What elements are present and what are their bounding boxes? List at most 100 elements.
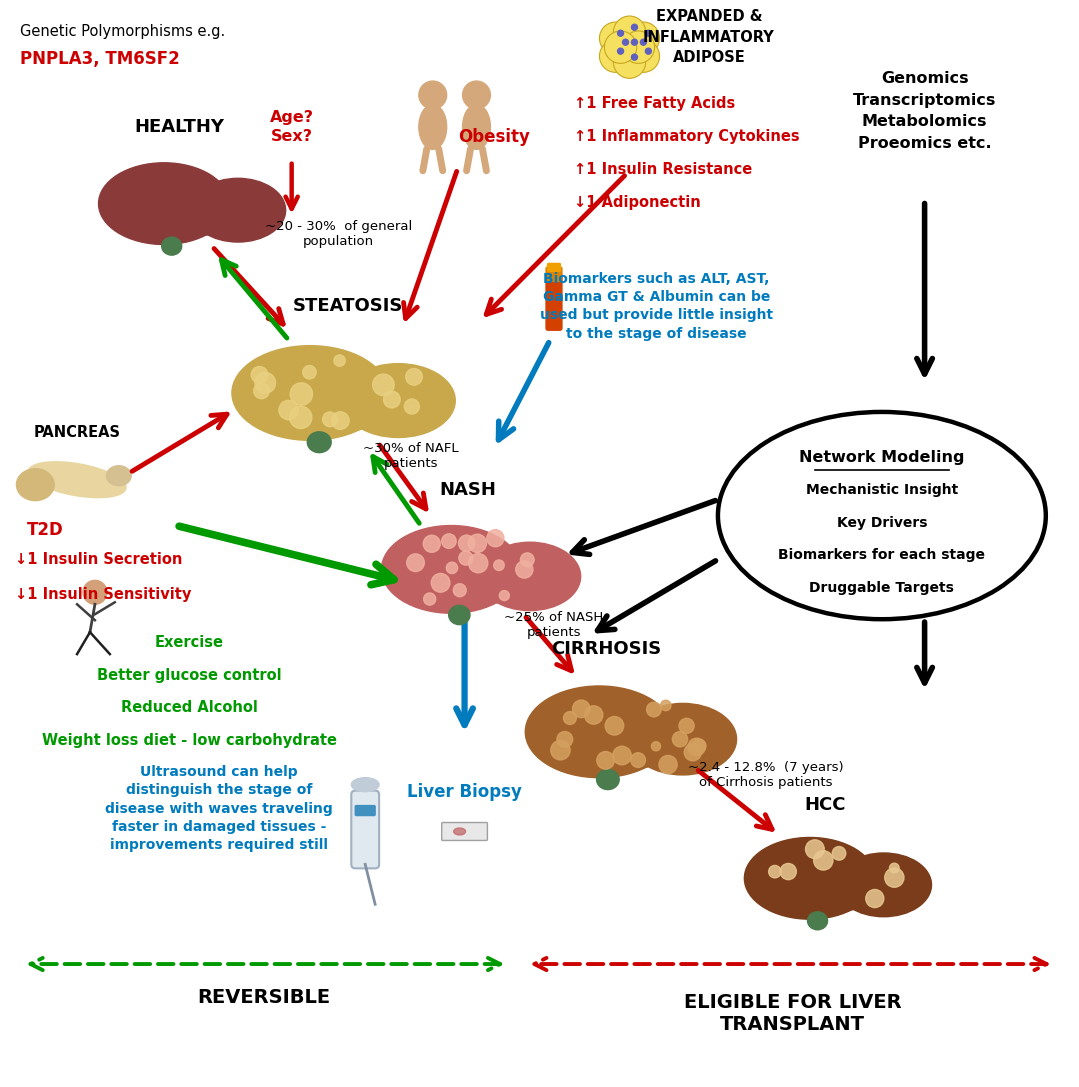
Ellipse shape bbox=[16, 468, 54, 501]
Text: Druggable Targets: Druggable Targets bbox=[809, 582, 954, 596]
Ellipse shape bbox=[232, 346, 388, 440]
Text: Ultrasound can help
distinguish the stage of
disease with waves traveling
faster: Ultrasound can help distinguish the stag… bbox=[106, 765, 333, 852]
Circle shape bbox=[597, 751, 614, 770]
Circle shape bbox=[684, 744, 701, 761]
Ellipse shape bbox=[802, 853, 879, 911]
Text: CIRRHOSIS: CIRRHOSIS bbox=[551, 640, 661, 658]
Circle shape bbox=[600, 40, 631, 73]
Circle shape bbox=[405, 399, 420, 414]
Circle shape bbox=[331, 412, 350, 429]
Ellipse shape bbox=[453, 828, 465, 835]
Circle shape bbox=[251, 366, 268, 383]
Circle shape bbox=[372, 374, 394, 396]
Ellipse shape bbox=[107, 465, 132, 486]
Circle shape bbox=[679, 719, 694, 734]
Circle shape bbox=[563, 712, 576, 724]
Circle shape bbox=[441, 534, 456, 548]
Ellipse shape bbox=[190, 178, 286, 242]
Ellipse shape bbox=[479, 542, 581, 611]
Circle shape bbox=[494, 560, 504, 571]
Text: ↑1 Free Fatty Acids: ↑1 Free Fatty Acids bbox=[574, 97, 735, 112]
FancyBboxPatch shape bbox=[547, 263, 560, 272]
Circle shape bbox=[613, 747, 631, 765]
Ellipse shape bbox=[308, 432, 331, 452]
Ellipse shape bbox=[449, 605, 470, 625]
Circle shape bbox=[419, 82, 447, 109]
Text: T2D: T2D bbox=[27, 521, 64, 538]
Text: HCC: HCC bbox=[805, 796, 846, 813]
Circle shape bbox=[631, 39, 638, 46]
Text: ~2.4 - 12.8%  (7 years)
of Cirrhosis patients: ~2.4 - 12.8% (7 years) of Cirrhosis pati… bbox=[687, 761, 844, 789]
Circle shape bbox=[889, 863, 899, 873]
Ellipse shape bbox=[745, 837, 875, 920]
Circle shape bbox=[659, 755, 678, 774]
Circle shape bbox=[423, 535, 440, 552]
FancyBboxPatch shape bbox=[355, 805, 375, 815]
Circle shape bbox=[323, 412, 338, 427]
Text: ELIGIBLE FOR LIVER
TRANSPLANT: ELIGIBLE FOR LIVER TRANSPLANT bbox=[684, 994, 901, 1035]
Circle shape bbox=[604, 32, 637, 63]
Circle shape bbox=[487, 529, 504, 547]
Circle shape bbox=[406, 368, 422, 385]
Circle shape bbox=[627, 22, 659, 54]
Circle shape bbox=[290, 383, 313, 405]
Text: PANCREAS: PANCREAS bbox=[33, 425, 121, 440]
Circle shape bbox=[500, 590, 509, 601]
Circle shape bbox=[613, 32, 645, 63]
Text: Obesity: Obesity bbox=[459, 128, 530, 146]
FancyBboxPatch shape bbox=[441, 823, 488, 840]
Ellipse shape bbox=[419, 104, 447, 149]
Text: Biomarkers for each stage: Biomarkers for each stage bbox=[778, 549, 985, 562]
Ellipse shape bbox=[156, 179, 233, 236]
Circle shape bbox=[463, 82, 490, 109]
Ellipse shape bbox=[525, 686, 673, 777]
Ellipse shape bbox=[352, 777, 379, 791]
Circle shape bbox=[780, 863, 796, 879]
Text: Biomarkers such as ALT, AST,
Gamma GT & Albumin can be
used but provide little i: Biomarkers such as ALT, AST, Gamma GT & … bbox=[540, 272, 773, 341]
Text: ↓1 Adiponectin: ↓1 Adiponectin bbox=[574, 196, 700, 210]
Circle shape bbox=[468, 553, 488, 573]
Text: ~30% of NAFL
patients: ~30% of NAFL patients bbox=[364, 441, 459, 470]
Circle shape bbox=[447, 562, 457, 574]
Circle shape bbox=[645, 48, 652, 54]
Circle shape bbox=[255, 373, 275, 393]
Text: ↑1 Inflammatory Cytokines: ↑1 Inflammatory Cytokines bbox=[574, 129, 800, 145]
Text: ~25% of NASH
patients: ~25% of NASH patients bbox=[504, 611, 603, 639]
Circle shape bbox=[303, 365, 316, 379]
Text: Genetic Polymorphisms e.g.: Genetic Polymorphisms e.g. bbox=[21, 24, 226, 39]
FancyBboxPatch shape bbox=[546, 274, 562, 330]
Text: PNPLA3, TM6SF2: PNPLA3, TM6SF2 bbox=[21, 50, 180, 68]
Circle shape bbox=[814, 851, 833, 870]
Circle shape bbox=[383, 391, 400, 408]
Ellipse shape bbox=[162, 237, 181, 255]
Circle shape bbox=[459, 551, 473, 565]
Text: HEALTHY: HEALTHY bbox=[135, 117, 224, 136]
Ellipse shape bbox=[443, 544, 524, 604]
FancyBboxPatch shape bbox=[352, 790, 379, 869]
Circle shape bbox=[520, 553, 534, 566]
Circle shape bbox=[660, 700, 671, 711]
Ellipse shape bbox=[836, 853, 931, 916]
Ellipse shape bbox=[597, 770, 619, 789]
Circle shape bbox=[617, 30, 624, 36]
Circle shape bbox=[254, 383, 270, 399]
Circle shape bbox=[424, 594, 436, 605]
Circle shape bbox=[516, 561, 533, 578]
Ellipse shape bbox=[382, 525, 521, 613]
Text: ↑1 Insulin Resistance: ↑1 Insulin Resistance bbox=[574, 162, 752, 177]
Text: Better glucose control: Better glucose control bbox=[97, 667, 282, 683]
Circle shape bbox=[613, 46, 645, 78]
Text: Exercise: Exercise bbox=[154, 635, 223, 650]
Ellipse shape bbox=[28, 462, 126, 498]
Circle shape bbox=[617, 48, 624, 54]
Circle shape bbox=[627, 40, 659, 73]
Circle shape bbox=[573, 700, 590, 717]
Circle shape bbox=[641, 39, 646, 46]
Circle shape bbox=[453, 584, 466, 597]
Circle shape bbox=[688, 738, 706, 755]
Text: Age?
Sex?: Age? Sex? bbox=[270, 110, 314, 143]
Circle shape bbox=[806, 840, 824, 859]
Circle shape bbox=[333, 354, 345, 366]
Circle shape bbox=[557, 732, 573, 747]
Circle shape bbox=[468, 534, 487, 552]
